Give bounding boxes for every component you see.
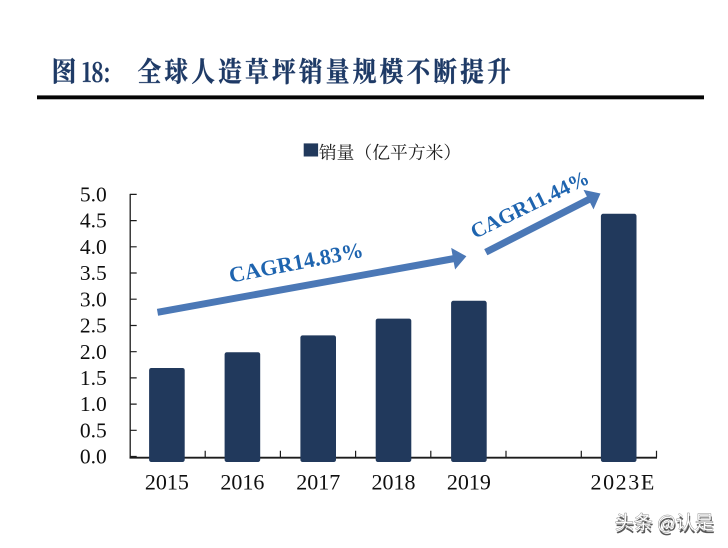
svg-text:2018: 2018: [372, 470, 416, 495]
svg-text:4.0: 4.0: [80, 235, 107, 259]
svg-text:2015: 2015: [145, 470, 189, 495]
svg-text:2.5: 2.5: [80, 314, 107, 338]
svg-text:0.5: 0.5: [80, 418, 107, 442]
svg-text:2019: 2019: [447, 470, 491, 495]
svg-text:0.0: 0.0: [80, 445, 107, 469]
svg-text:2023E: 2023E: [590, 470, 655, 495]
svg-text:1.0: 1.0: [80, 392, 107, 416]
svg-text:2017: 2017: [296, 470, 340, 495]
svg-text:4.5: 4.5: [80, 209, 107, 233]
svg-text:3.0: 3.0: [80, 287, 107, 311]
svg-text:3.5: 3.5: [80, 261, 107, 285]
svg-text:5.0: 5.0: [80, 183, 107, 207]
svg-text:2.0: 2.0: [80, 340, 107, 364]
svg-text:2016: 2016: [220, 470, 264, 495]
svg-text:1.5: 1.5: [80, 366, 107, 390]
